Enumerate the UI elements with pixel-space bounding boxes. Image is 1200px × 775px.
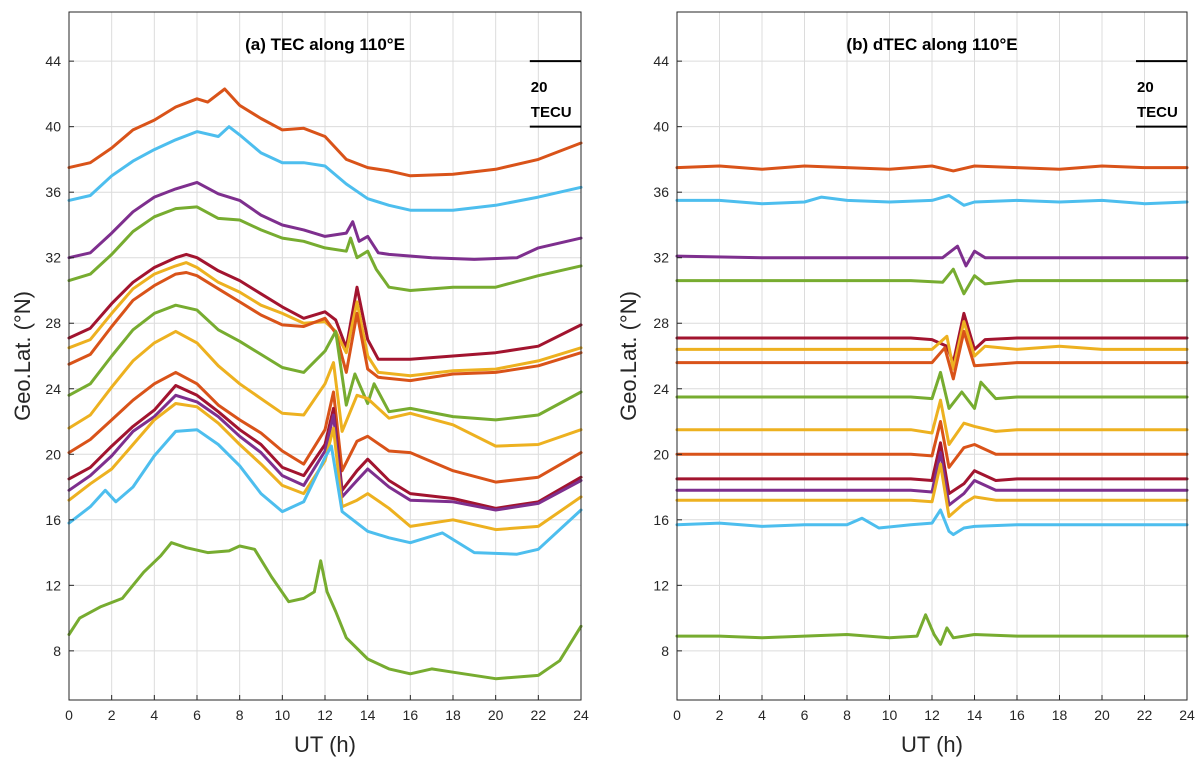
series-line-15-7n	[67, 428, 583, 556]
scale-bar-value: 20	[531, 79, 548, 96]
y-tick-label: 24	[45, 381, 61, 397]
panel-title: (a) TEC along 110°E	[245, 35, 405, 54]
x-tick-label: 12	[924, 707, 940, 723]
y-tick-label: 32	[653, 250, 669, 266]
x-tick-label: 18	[1052, 707, 1068, 723]
series-line-20n	[67, 370, 583, 484]
series-line-17-8n	[675, 451, 1189, 507]
x-axis-label: UT (h)	[901, 732, 963, 757]
y-tick-label: 20	[45, 446, 61, 462]
x-tick-label: 16	[1009, 707, 1025, 723]
series-line-15-7n	[675, 508, 1189, 537]
y-tick-label: 8	[53, 643, 61, 659]
panel-b-dtec: 0 2 4 6 8 10 12 14 16 18 20 22 248121620242832364044…	[616, 11, 1195, 757]
series-line-18-5n	[675, 441, 1189, 496]
series-line-18-5n	[67, 384, 583, 510]
series-line-37-5n	[675, 164, 1189, 173]
series-line-25-5n	[675, 329, 1189, 381]
y-tick-label: 44	[45, 53, 61, 69]
y-tick-label: 40	[45, 119, 61, 135]
x-tick-label: 8	[236, 707, 244, 723]
series-line-23-5n	[675, 370, 1189, 410]
series-line-35-5n	[67, 125, 583, 212]
series-line-17-8n	[67, 393, 583, 512]
y-tick-label: 28	[45, 315, 61, 331]
x-tick-label: 0	[65, 707, 73, 723]
y-tick-label: 36	[653, 184, 669, 200]
series-line-26-5n	[67, 261, 583, 378]
x-tick-label: 22	[531, 707, 547, 723]
y-tick-label: 28	[653, 315, 669, 331]
x-tick-label: 24	[1179, 707, 1195, 723]
series-line-32n	[675, 244, 1189, 268]
series-line-26-5n	[675, 320, 1189, 371]
scale-bar-unit: TECU	[531, 104, 572, 121]
y-tick-label: 12	[653, 577, 669, 593]
series-line-27n	[67, 252, 583, 361]
y-tick-label: 16	[45, 512, 61, 528]
x-tick-label: 12	[317, 707, 333, 723]
y-tick-label: 36	[45, 184, 61, 200]
x-tick-label: 10	[275, 707, 291, 723]
x-axis-label: UT (h)	[294, 732, 356, 757]
y-tick-label: 40	[653, 119, 669, 135]
y-tick-label: 8	[661, 643, 669, 659]
scale-bar-value: 20	[1137, 79, 1154, 96]
scale-bar-unit: TECU	[1137, 104, 1178, 121]
x-tick-label: 14	[360, 707, 376, 723]
x-tick-label: 14	[967, 707, 983, 723]
y-tick-label: 44	[653, 53, 669, 69]
x-tick-label: 20	[488, 707, 504, 723]
x-tick-label: 20	[1094, 707, 1110, 723]
y-tick-label: 16	[653, 512, 669, 528]
x-tick-label: 2	[108, 707, 116, 723]
series-line-9n	[675, 613, 1189, 646]
series-line-32n	[67, 180, 583, 261]
series-line-37-5n	[67, 87, 583, 178]
x-tick-label: 22	[1137, 707, 1153, 723]
y-tick-label: 24	[653, 381, 669, 397]
panel-title: (b) dTEC along 110°E	[846, 35, 1017, 54]
panel-a-tec: 0 2 4 6 8 10 12 14 16 18 20 22 248121620242832364044…	[10, 11, 589, 757]
y-tick-label: 32	[45, 250, 61, 266]
x-tick-label: 10	[882, 707, 898, 723]
series-line-23-5n	[67, 303, 583, 422]
x-tick-label: 4	[758, 707, 766, 723]
series-line-17-2n	[675, 462, 1189, 518]
y-tick-label: 12	[45, 577, 61, 593]
x-tick-label: 18	[445, 707, 461, 723]
series-line-30-5n	[67, 205, 583, 292]
y-tick-label: 20	[653, 446, 669, 462]
series-line-21-5n	[67, 329, 583, 448]
x-tick-label: 24	[573, 707, 589, 723]
x-tick-label: 16	[403, 707, 419, 723]
x-tick-label: 0	[673, 707, 681, 723]
series-line-35-5n	[675, 194, 1189, 207]
series-line-21-5n	[675, 398, 1189, 446]
x-tick-label: 8	[843, 707, 851, 723]
x-tick-label: 6	[193, 707, 201, 723]
series-line-17-2n	[67, 402, 583, 532]
x-tick-label: 4	[150, 707, 158, 723]
series-line-20n	[675, 420, 1189, 469]
x-tick-label: 2	[716, 707, 724, 723]
y-axis-label: Geo.Lat. (°N)	[616, 291, 641, 421]
series-line-25-5n	[67, 271, 583, 383]
x-tick-label: 6	[801, 707, 809, 723]
series-line-30-5n	[675, 267, 1189, 296]
y-axis-label: Geo.Lat. (°N)	[10, 291, 35, 421]
series-line-9n	[67, 541, 583, 681]
